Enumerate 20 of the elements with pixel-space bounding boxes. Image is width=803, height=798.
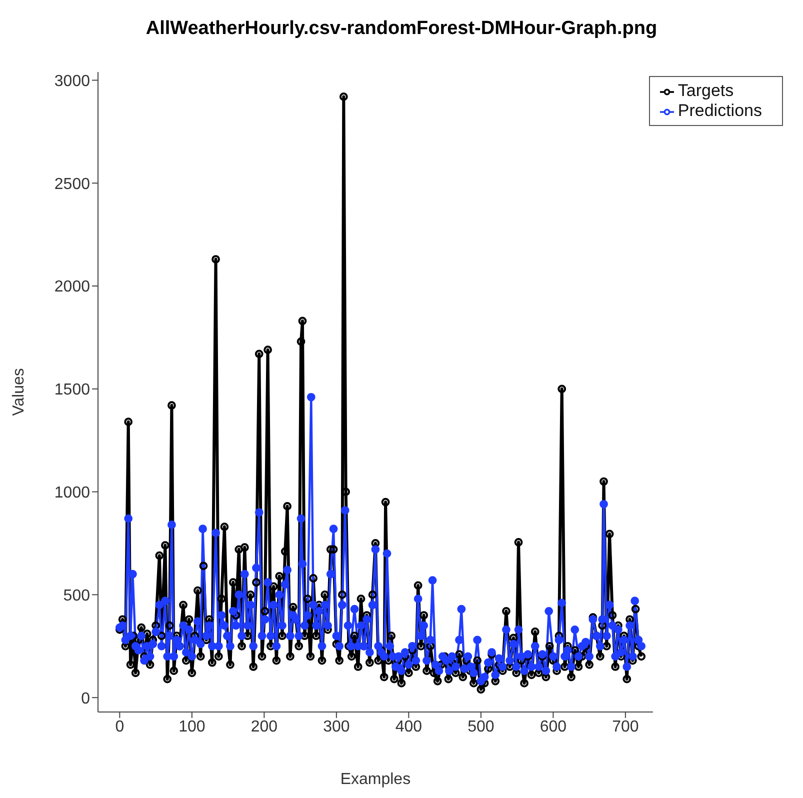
y-tick-label: 500: [63, 587, 90, 604]
x-tick-label: 600: [540, 718, 567, 736]
x-tick-label: 400: [395, 718, 422, 736]
y-tick-label: 2000: [54, 278, 90, 296]
y-axis-title: Values: [10, 368, 28, 416]
y-tick-label: 3000: [54, 72, 90, 90]
y-tick-label: 1000: [54, 484, 90, 502]
x-tick-label: 100: [178, 718, 206, 736]
x-axis-title: Examples: [340, 771, 411, 788]
x-tick-label: 0: [115, 718, 124, 736]
x-tick-label: 200: [250, 718, 278, 736]
y-tick-label: 0: [81, 690, 90, 708]
x-tick-label: 700: [612, 718, 639, 736]
x-tick-label: 300: [323, 718, 350, 736]
x-tick-label: 500: [468, 718, 494, 736]
chart-title: AllWeatherHourly.csv-randomForest-DMHour-Graph.png: [144, 17, 658, 41]
legend-label: Predictions: [678, 101, 762, 120]
y-tick-label: 2500: [54, 176, 90, 193]
legend-label: Targets: [678, 81, 734, 100]
y-tick-label: 1500: [54, 382, 90, 399]
